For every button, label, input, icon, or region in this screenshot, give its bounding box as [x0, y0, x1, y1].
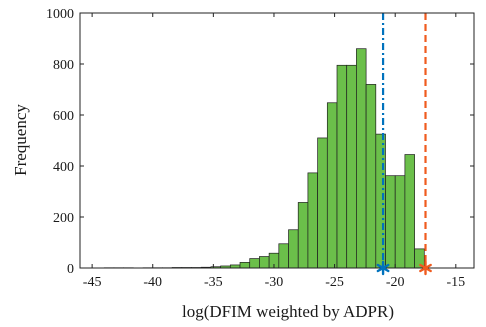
x-tick-label-6: -15 — [446, 275, 465, 290]
histogram-bar-26 — [356, 48, 367, 269]
histogram-bar-24 — [336, 64, 348, 269]
histogram-bar-14 — [239, 262, 251, 269]
histogram-bar-29 — [385, 175, 396, 269]
y-axis-title: Frequency — [11, 104, 30, 176]
histogram-bar-20 — [297, 202, 309, 269]
x-axis-ticks: -45 -40 -35 -30 -25 -20 -15 — [83, 13, 465, 290]
histogram-bar-15 — [249, 258, 260, 269]
y-tick-label-3: 600 — [53, 109, 74, 124]
histogram-bar-16 — [259, 256, 270, 269]
y-tick-label-1: 200 — [53, 211, 74, 226]
x-tick-label-2: -35 — [204, 275, 223, 290]
histogram-bar-27 — [365, 84, 377, 269]
x-tick-label-1: -40 — [143, 275, 162, 290]
plot-frame — [79, 12, 475, 269]
y-tick-label-0: 0 — [67, 262, 74, 277]
reference-lines — [381, 13, 427, 268]
asterisk-marker-1 — [419, 260, 432, 276]
histogram-bars — [103, 48, 425, 269]
x-tick-label-4: -25 — [325, 275, 344, 290]
histogram-bar-25 — [346, 64, 357, 269]
histogram-bar-18 — [278, 243, 289, 269]
reference-markers — [376, 260, 432, 276]
x-tick-label-5: -20 — [386, 275, 405, 290]
axes — [79, 12, 475, 269]
histogram-bar-22 — [317, 137, 328, 269]
histogram-bar-23 — [326, 102, 338, 269]
histogram-bar-19 — [288, 229, 299, 269]
histogram-bar-21 — [307, 172, 318, 269]
y-tick-label-2: 400 — [53, 160, 74, 175]
histogram-bar-30 — [394, 175, 406, 269]
asterisk-marker-0 — [376, 260, 390, 276]
x-tick-label-3: -30 — [265, 275, 284, 290]
x-axis-title: log(DFIM weighted by ADPR) — [182, 302, 394, 321]
y-tick-label-4: 800 — [53, 58, 74, 73]
x-tick-label-0: -45 — [83, 275, 102, 290]
y-axis-ticks: 0 200 400 600 800 1000 — [46, 7, 474, 277]
histogram-bar-31 — [404, 154, 415, 269]
y-tick-label-5: 1000 — [46, 7, 74, 22]
